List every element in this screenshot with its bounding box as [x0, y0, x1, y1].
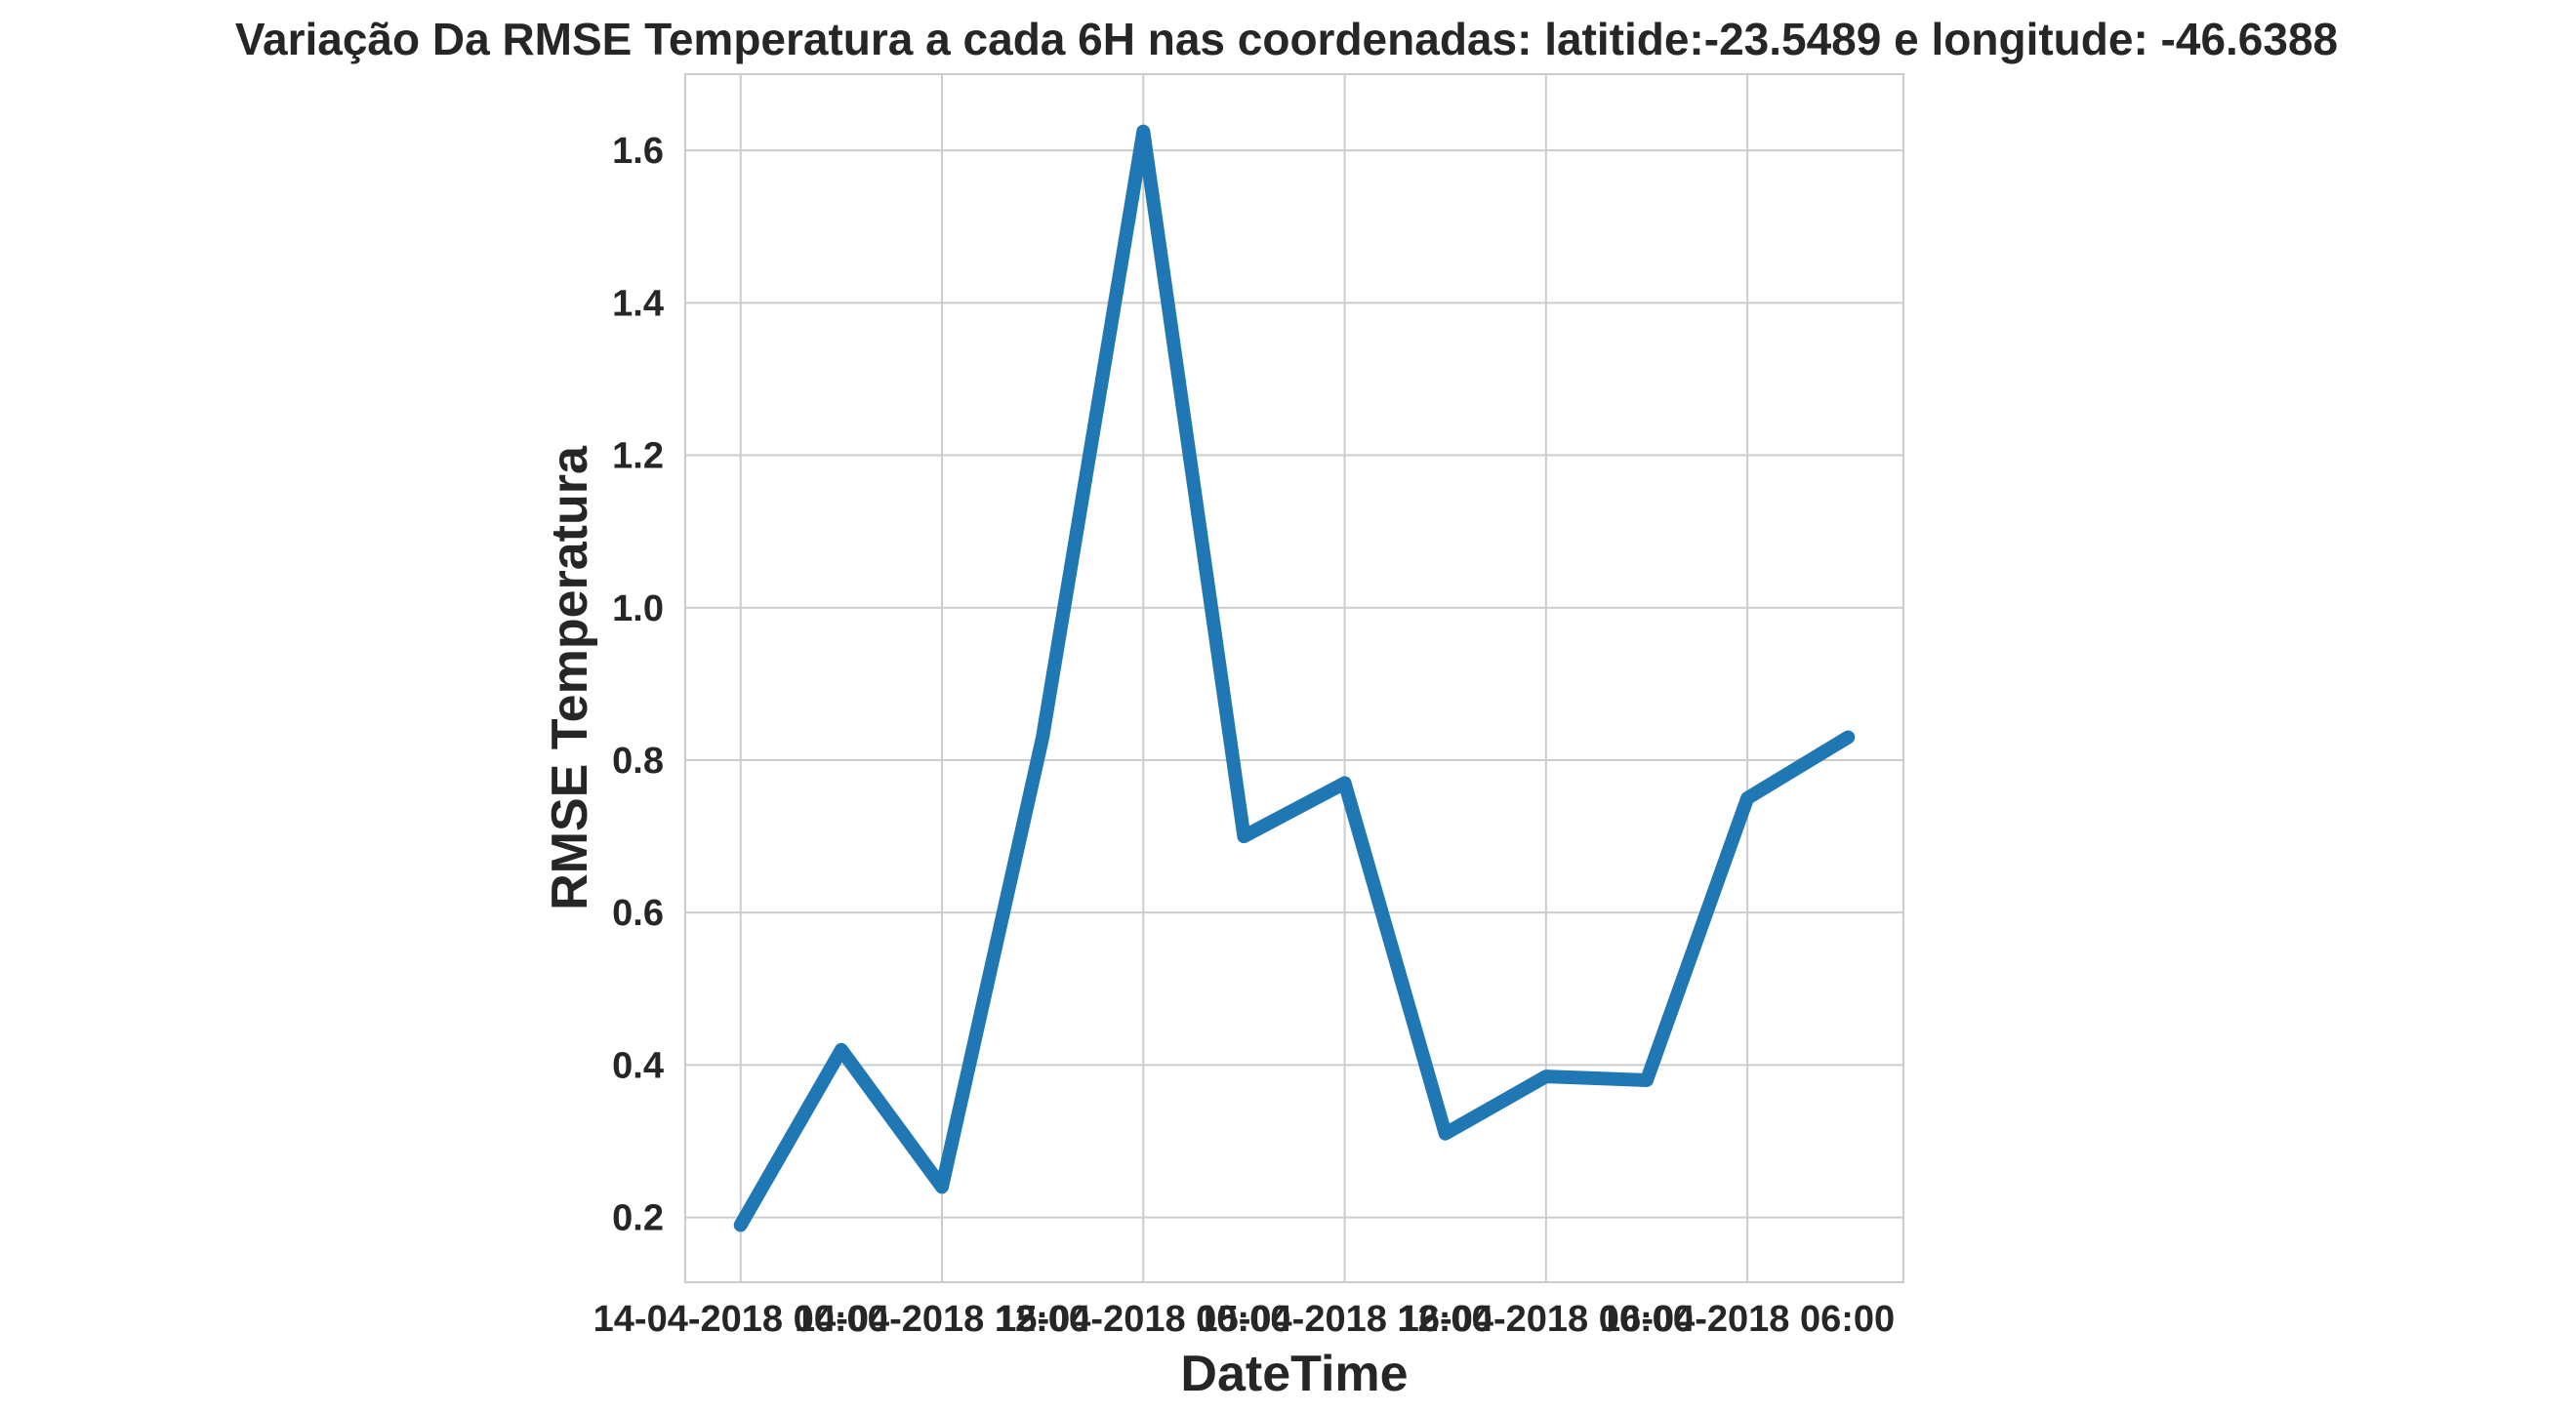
- plot-frame: [684, 73, 1904, 1283]
- y-tick-label: 0.4: [612, 1045, 664, 1086]
- y-tick-label: 1.0: [612, 588, 664, 629]
- y-tick-label: 0.2: [612, 1198, 664, 1239]
- x-tick-label: 16-04-2018 06:00: [1600, 1299, 1895, 1340]
- x-axis-label: DateTime: [1180, 1346, 1408, 1402]
- y-axis-label: RMSE Temperatura: [542, 445, 598, 910]
- y-tick-label: 1.2: [612, 436, 664, 477]
- y-tick-label: 1.4: [612, 283, 664, 324]
- series-layer: [733, 124, 1856, 1232]
- x-tick-label: 16-04-2018 00:00: [1399, 1299, 1694, 1340]
- series-line: [733, 124, 1856, 1232]
- x-tick-label: 15-04-2018 00:00: [996, 1299, 1290, 1340]
- x-tick-label: 14-04-2018 12:00: [795, 1299, 1089, 1340]
- y-tick-label: 0.6: [612, 893, 664, 934]
- y-tick-label: 0.8: [612, 741, 664, 782]
- x-tick-label: 14-04-2018 00:00: [593, 1299, 888, 1340]
- y-tick-label: 1.6: [612, 131, 664, 172]
- grid: [685, 74, 1903, 1282]
- y-tick-labels: 0.2 0.4 0.6 0.8 1.0 1.2 1.4 1.6: [612, 131, 664, 1239]
- chart-title: Variação Da RMSE Temperatura a cada 6H n…: [235, 14, 2338, 64]
- x-tick-label: 15-04-2018 12:00: [1197, 1299, 1492, 1340]
